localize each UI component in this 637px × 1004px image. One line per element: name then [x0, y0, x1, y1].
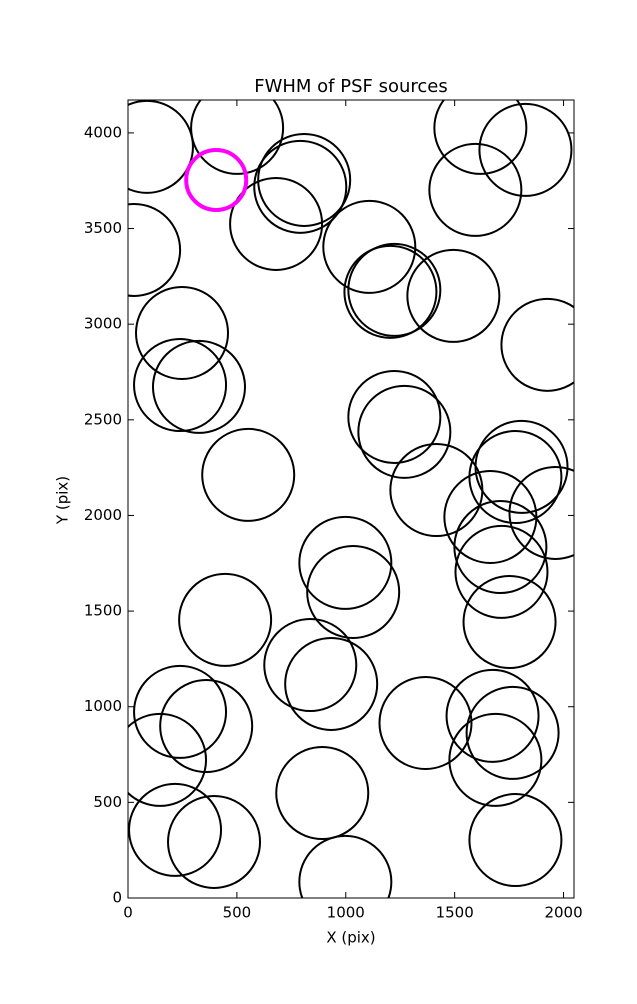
x-tick-label: 1500 [436, 904, 474, 922]
y-tick-label: 2000 [84, 506, 122, 524]
y-tick-label: 2500 [84, 410, 122, 428]
source-circle [201, 427, 296, 522]
y-tick-label: 0 [112, 889, 122, 907]
source-circle [443, 469, 538, 564]
source-circle [298, 834, 393, 898]
y-tick-label: 3500 [84, 219, 122, 237]
source-circle [133, 664, 228, 759]
source-circle [128, 712, 207, 807]
source-circle [190, 100, 285, 175]
source-circle [347, 242, 442, 337]
chart-title: FWHM of PSF sources [254, 76, 448, 97]
source-circle [462, 574, 557, 669]
source-circle [253, 139, 348, 234]
source-circle [445, 668, 540, 763]
source-circle [468, 430, 563, 525]
source-circle [128, 782, 223, 877]
source-circle [465, 685, 560, 780]
x-axis-label: X (pix) [326, 929, 375, 947]
source-circle [133, 338, 228, 432]
source-circle [229, 176, 324, 271]
source-circle [454, 524, 549, 619]
y-tick-label: 1000 [84, 697, 122, 715]
source-circle [135, 285, 230, 380]
source-circle [433, 100, 528, 175]
source-circle [284, 636, 379, 731]
source-circle [347, 369, 442, 464]
y-tick-label: 3000 [84, 315, 122, 333]
x-tick-label: 1000 [327, 904, 365, 922]
source-circle [178, 572, 273, 667]
source-circle [298, 515, 393, 610]
source-circle [151, 339, 246, 434]
source-circle [275, 745, 370, 840]
source-circle [428, 142, 523, 237]
plot-area [128, 100, 574, 898]
y-tick-label: 4000 [84, 123, 122, 141]
highlight-circle [184, 147, 249, 212]
source-circle [128, 202, 182, 297]
source-circle [128, 100, 194, 194]
x-tick-label: 0 [123, 904, 133, 922]
source-circle [474, 419, 569, 514]
source-circle [448, 712, 543, 807]
x-tick-label: 2000 [544, 904, 582, 922]
source-circle [508, 465, 574, 560]
source-circle [343, 244, 438, 339]
y-tick-label: 1500 [84, 602, 122, 620]
source-circle [306, 544, 401, 639]
source-circle [257, 132, 352, 227]
source-circle [500, 297, 574, 392]
source-circle [167, 794, 262, 889]
source-circle [357, 384, 452, 479]
source-circle [159, 679, 254, 774]
source-circle [478, 102, 573, 197]
source-circle [453, 500, 548, 595]
y-tick-label: 500 [93, 793, 122, 811]
y-axis-label: Y (pix) [54, 476, 72, 525]
source-circle [468, 793, 563, 888]
source-circle [389, 443, 484, 538]
source-circle [378, 675, 473, 770]
plot-frame [127, 99, 575, 899]
source-circle [322, 199, 417, 294]
x-tick-label: 500 [223, 904, 252, 922]
source-circle [406, 248, 501, 343]
source-circle [263, 618, 358, 713]
